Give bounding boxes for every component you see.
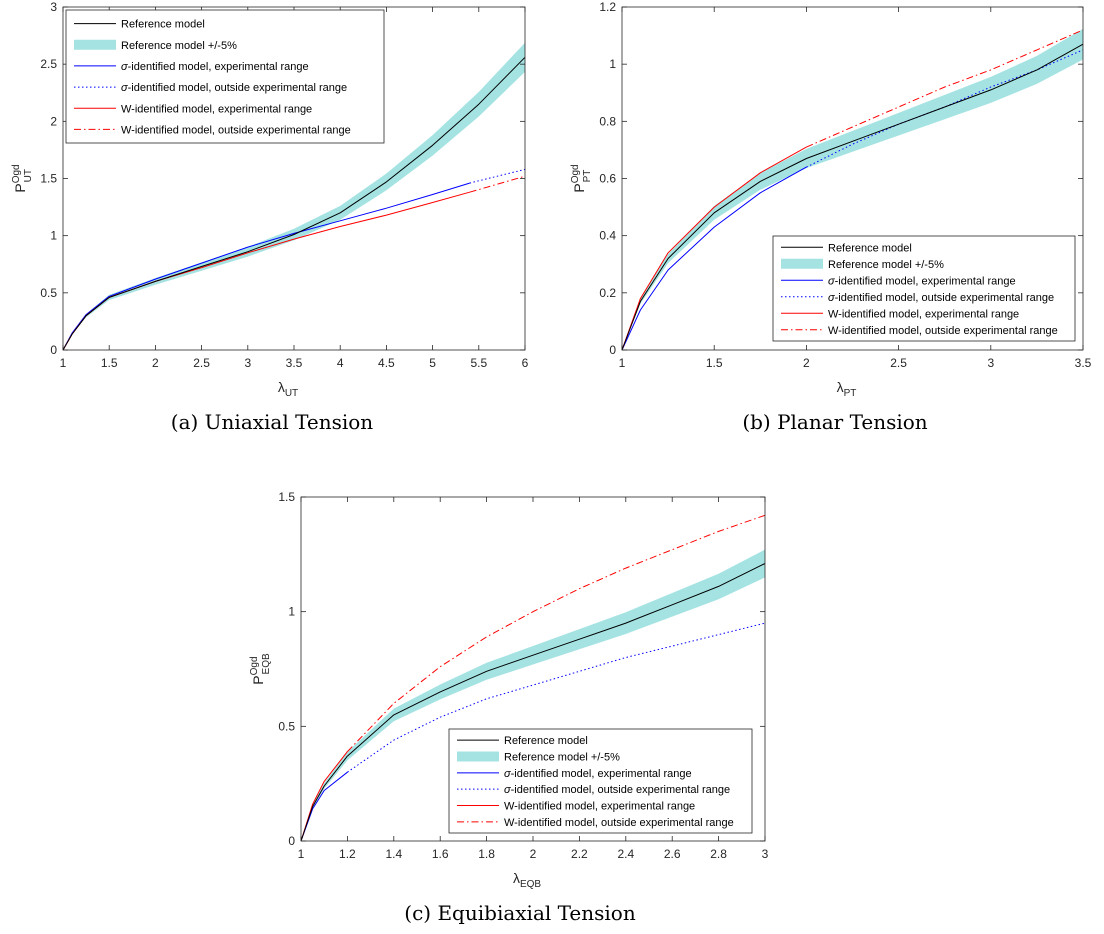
caption-planar-tension: (b) Planar Tension [742,410,927,434]
ut-line-w-out [469,175,526,193]
ut-line-sig-exp [62,182,470,351]
pt-ytick-label: 0.6 [599,172,616,186]
ut-ytick-label: 3 [50,0,57,14]
eqb-legend-label-w-exp: W-identified model, experimental range [504,801,695,813]
pt-legend-label-w-out: W-identified model, outside experimental… [828,325,1058,337]
pt-band-area [622,28,1083,351]
eqb-band-area [301,549,765,841]
pt-ytick-label: 0.8 [599,114,616,128]
ut-xlabel: λUT [278,379,298,399]
ut-xtick-label: 5 [429,356,436,370]
eqb-line-ref [300,563,766,842]
pt-xtick-label: 1.5 [706,356,723,370]
eqb-legend-label-band: Reference model +/-5% [504,752,620,764]
ut-legend-box [65,9,385,144]
ut-ylabel: POgdUT [11,164,34,192]
pt-line-ref [621,43,1084,351]
eqb-legend-label-sig-exp: σ-identified model, experimental range [504,768,692,780]
eqb-legend-label-w-out: W-identified model, outside experimental… [504,817,734,829]
eqb-xtick-label: 1.6 [432,847,449,861]
pt-legend-label-sig-exp: σ-identified model, experimental range [828,275,1016,287]
ut-xtick-label: 4.5 [378,356,395,370]
pt-xtick-label: 2 [803,356,810,370]
pt-legend-label-ref: Reference model [828,242,912,254]
pt-ytick-label: 0.4 [599,229,616,243]
ut-xtick-label: 2 [152,356,159,370]
eqb-xtick-label: 2 [530,847,537,861]
eqb-xtick-label: 1.2 [339,847,356,861]
ut-xtick-label: 3 [244,356,251,370]
pt-line-w-exp [621,146,807,351]
ut-legend-label-ref: Reference model [121,19,205,31]
pt-xlabel: λPT [837,379,857,399]
ut-ytick-label: 2.5 [40,57,57,71]
ut-xtick-label: 1.5 [101,356,118,370]
eqb-xlabel: λEQB [513,870,541,890]
ut-ytick-label: 0 [50,343,57,357]
pt-ytick-label: 0 [609,343,616,357]
ut-xtick-label: 6 [522,356,529,370]
ut-legend-label-sig-out: σ-identified model, outside experimental… [121,82,347,94]
pt-line-sig-exp [621,166,807,351]
eqb-line-sig-exp [300,771,348,842]
eqb-ylabel: POgdEQB [249,653,272,685]
pt-legend-label-w-exp: W-identified model, experimental range [828,308,1019,320]
eqb-xtick-label: 3 [762,847,769,861]
panel-equibiaxial-tension: 1 1.2 1.4 1.6 1.8 2 2.2 2.4 2.6 2.8 3 0 0.5 1 1.5 λEQB P… [249,490,769,890]
eqb-legend-label-ref: Reference model [504,735,588,747]
ut-ytick-label: 0.5 [40,286,57,300]
ut-xtick-label: 2.5 [193,356,210,370]
caption-equibiaxial-tension: (c) Equibiaxial Tension [404,901,636,925]
ut-legend-label-sig-exp: σ-identified model, experimental range [121,61,309,73]
ut-xtick-label: 1 [60,356,67,370]
pt-legend-box [772,235,1076,342]
eqb-ytick-label: 1.5 [278,490,295,504]
panel-uniaxial-tension: 1 1.5 2 2.5 3 3.5 4 4.5 5 5.5 6 0 0.5 1 1.5 2 2.5 3 λUT POg… [11,0,529,399]
pt-ytick-label: 0.2 [599,286,616,300]
caption-uniaxial-tension: (a) Uniaxial Tension [171,410,374,434]
eqb-ytick-label: 0.5 [278,719,295,733]
ut-ytick-label: 1.5 [40,172,57,186]
eqb-xtick-label: 2.6 [664,847,681,861]
ut-legend-label-w-out: W-identified model, outside experimental… [121,124,351,136]
eqb-xtick-label: 1.4 [385,847,402,861]
ut-legend-label-w-exp: W-identified model, experimental range [121,103,312,115]
ut-line-sig-out [469,168,526,184]
eqb-legend-swatch-band [457,751,499,762]
pt-ytick-label: 1.2 [599,0,616,14]
pt-line-w-out [806,29,1084,148]
ut-ytick-label: 2 [50,114,57,128]
pt-xtick-label: 3.5 [1075,356,1092,370]
pt-xtick-label: 1 [619,356,626,370]
eqb-legend-label-sig-out: σ-identified model, outside experimental… [504,784,730,796]
eqb-ytick-label: 1 [288,605,295,619]
eqb-xtick-label: 1 [298,847,305,861]
eqb-xtick-label: 2.2 [571,847,588,861]
eqb-line-w-out [347,514,766,752]
ut-xtick-label: 4 [337,356,344,370]
panel-planar-tension: 1 1.5 2 2.5 3 3.5 0 0.2 0.4 0.6 0.8 1 1.2 λPT POgdPT Re… [570,0,1092,399]
eqb-legend-box [448,728,753,834]
pt-legend-label-sig-out: σ-identified model, outside experimental… [828,292,1054,304]
pt-legend-label-band: Reference model +/-5% [828,259,944,271]
ut-ytick-label: 1 [50,229,57,243]
ut-xtick-label: 5.5 [470,356,487,370]
eqb-xtick-label: 2.8 [710,847,727,861]
ut-line-w-exp [62,191,470,351]
ut-xtick-label: 3.5 [286,356,303,370]
ut-legend-label-band: Reference model +/-5% [121,40,237,52]
pt-ytick-label: 1 [609,57,616,71]
eqb-xtick-label: 1.8 [478,847,495,861]
ut-line-ref [62,56,526,351]
ut-legend-swatch-band [74,39,116,50]
pt-xtick-label: 2.5 [890,356,907,370]
pt-legend-swatch-band [781,258,823,269]
ut-band-area [63,42,525,350]
eqb-ytick-label: 0 [288,834,295,848]
eqb-xtick-label: 2.4 [617,847,634,861]
pt-ylabel: POgdPT [570,164,593,192]
pt-xtick-label: 3 [987,356,994,370]
